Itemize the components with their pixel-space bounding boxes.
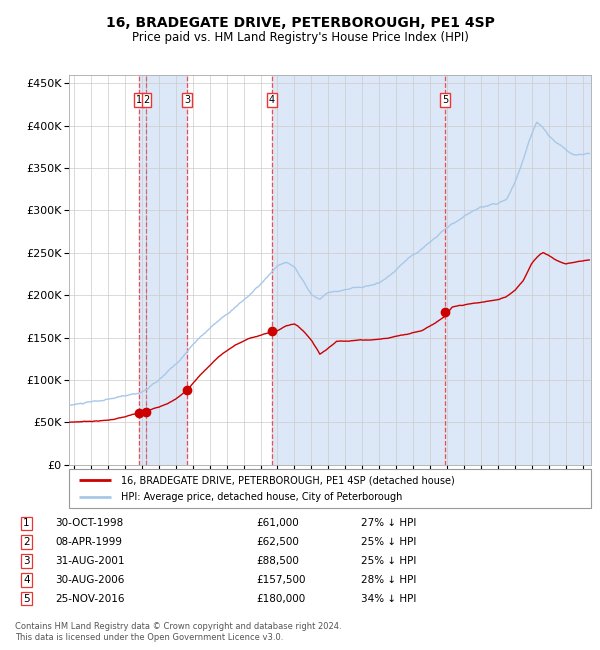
Text: 16, BRADEGATE DRIVE, PETERBOROUGH, PE1 4SP (detached house): 16, BRADEGATE DRIVE, PETERBOROUGH, PE1 4…	[121, 475, 455, 485]
Text: 25-NOV-2016: 25-NOV-2016	[56, 593, 125, 604]
Text: 2: 2	[23, 538, 30, 547]
Text: 34% ↓ HPI: 34% ↓ HPI	[361, 593, 416, 604]
Text: 1: 1	[136, 95, 142, 105]
Text: £61,000: £61,000	[256, 519, 299, 528]
Text: £157,500: £157,500	[256, 575, 306, 585]
Text: Price paid vs. HM Land Registry's House Price Index (HPI): Price paid vs. HM Land Registry's House …	[131, 31, 469, 44]
Text: 2: 2	[143, 95, 149, 105]
Text: 25% ↓ HPI: 25% ↓ HPI	[361, 556, 416, 566]
Text: 08-APR-1999: 08-APR-1999	[56, 538, 122, 547]
Text: 5: 5	[23, 593, 30, 604]
Bar	[139, 75, 187, 465]
Text: 4: 4	[23, 575, 30, 585]
Bar	[272, 75, 591, 465]
Text: 3: 3	[23, 556, 30, 566]
Text: £180,000: £180,000	[256, 593, 305, 604]
FancyBboxPatch shape	[69, 469, 591, 508]
Text: 28% ↓ HPI: 28% ↓ HPI	[361, 575, 416, 585]
Text: 30-OCT-1998: 30-OCT-1998	[56, 519, 124, 528]
Text: HPI: Average price, detached house, City of Peterborough: HPI: Average price, detached house, City…	[121, 493, 403, 502]
Text: Contains HM Land Registry data © Crown copyright and database right 2024.
This d: Contains HM Land Registry data © Crown c…	[15, 622, 341, 642]
Text: 3: 3	[184, 95, 190, 105]
Text: £88,500: £88,500	[256, 556, 299, 566]
Text: 4: 4	[269, 95, 275, 105]
Text: 16, BRADEGATE DRIVE, PETERBOROUGH, PE1 4SP: 16, BRADEGATE DRIVE, PETERBOROUGH, PE1 4…	[106, 16, 494, 31]
Text: 25% ↓ HPI: 25% ↓ HPI	[361, 538, 416, 547]
Text: 5: 5	[442, 95, 448, 105]
Text: £62,500: £62,500	[256, 538, 299, 547]
Text: 30-AUG-2006: 30-AUG-2006	[56, 575, 125, 585]
Text: 27% ↓ HPI: 27% ↓ HPI	[361, 519, 416, 528]
Text: 31-AUG-2001: 31-AUG-2001	[56, 556, 125, 566]
Text: 1: 1	[23, 519, 30, 528]
